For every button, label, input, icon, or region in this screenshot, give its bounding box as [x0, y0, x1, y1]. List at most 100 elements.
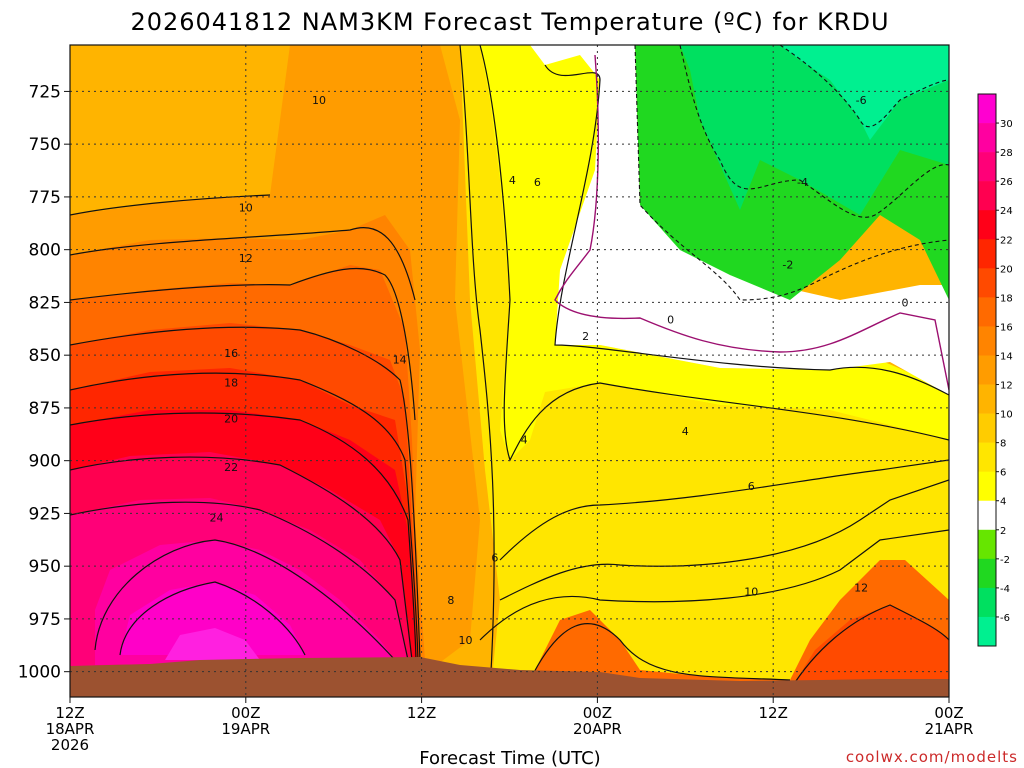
contour-line — [779, 45, 949, 128]
contour-label: 6 — [534, 176, 541, 189]
contour-line — [70, 501, 409, 661]
colorbar-label: -2 — [1000, 555, 1010, 566]
colorbar-label: -4 — [1000, 584, 1010, 595]
band-4-6 — [460, 45, 949, 697]
contour-label: -4 — [797, 176, 808, 189]
colorbar-swatch — [978, 587, 996, 618]
band-28-30 — [165, 628, 260, 660]
contour-label: 4 — [521, 434, 528, 447]
negative-contours — [634, 45, 949, 301]
x-tick-label: 20APR — [573, 720, 622, 738]
colorbar-label: 28 — [1000, 148, 1013, 159]
contour-label: 22 — [224, 461, 238, 474]
contour-line — [499, 479, 949, 601]
contour-label: -6 — [856, 94, 867, 107]
colorbar-swatch — [978, 442, 996, 472]
colorbar-label: 24 — [1000, 206, 1013, 217]
contour-line — [94, 539, 396, 661]
colorbar-label: -6 — [1000, 613, 1010, 624]
y-tick-label: 750 — [29, 135, 61, 155]
x-tick-label: 00Z — [231, 704, 260, 722]
contour-label: 6 — [748, 480, 755, 493]
contour-label: 8 — [447, 594, 454, 607]
contour-line — [70, 267, 416, 421]
x-tick-label: 00Z — [583, 704, 612, 722]
x-tick-label: 12Z — [55, 704, 84, 722]
contour-label: 10 — [744, 585, 758, 598]
colorbar-swatch — [978, 500, 996, 531]
y-tick-label: 975 — [29, 610, 61, 630]
contour-line — [119, 581, 306, 656]
colorbar-swatch — [978, 123, 996, 153]
contour-label: 12 — [854, 581, 868, 594]
colorbar-swatch — [978, 210, 996, 240]
band-neg6-neg4 — [780, 45, 949, 140]
contour-label: 10 — [312, 94, 326, 107]
x-tick-label: 21APR — [925, 720, 974, 738]
colorbar-swatch — [978, 355, 996, 385]
colorbar-swatch — [978, 268, 996, 298]
y-tick-label: 800 — [29, 241, 61, 261]
y-tick-label: 850 — [29, 346, 61, 366]
contour-label: 2 — [582, 330, 589, 343]
y-tick-label: 900 — [29, 452, 61, 472]
colorbar-swatch — [978, 471, 996, 502]
colorbar-label: 14 — [1000, 351, 1013, 362]
plot-frame — [69, 44, 950, 698]
y-axis: 725 750 775 800 825 850 875 900 925 950 975 1000 — [18, 82, 70, 683]
colorbar-swatch — [978, 529, 996, 560]
contour-line — [70, 194, 271, 216]
band-14-16-right — [790, 605, 949, 697]
colorbar-swatch — [978, 297, 996, 327]
y-tick-label: 950 — [29, 557, 61, 577]
colorbar-swatch — [978, 558, 996, 589]
contour-label: 4 — [509, 174, 516, 187]
contour-label: 18 — [224, 377, 238, 390]
colorbar-label: 26 — [1000, 177, 1013, 188]
chart-title: 2026041812 NAM3KM Forecast Temperature (… — [130, 8, 889, 36]
colorbar-swatch — [978, 413, 996, 443]
contour-label: 20 — [224, 412, 238, 425]
band-0-2 — [530, 45, 949, 395]
contour-line — [70, 456, 413, 661]
contour-line — [459, 45, 495, 691]
colorbar-label: 22 — [1000, 235, 1013, 246]
colorbar-swatch — [978, 181, 996, 211]
x-tick-label: 2026 — [51, 736, 89, 754]
plot-area — [70, 45, 949, 697]
y-tick-label: 925 — [29, 504, 61, 524]
colorbar-label: 6 — [1000, 468, 1006, 479]
contour-label: 12 — [239, 252, 253, 265]
y-tick-label: 1000 — [18, 663, 61, 683]
y-tick-label: 875 — [29, 399, 61, 419]
contour-line — [789, 604, 949, 691]
colorbar-label: 2 — [1000, 526, 1006, 537]
contour-line — [479, 45, 949, 462]
grid-lines — [70, 45, 949, 697]
contour-label: 16 — [224, 347, 238, 360]
x-tick-label: 12Z — [407, 704, 436, 722]
x-tick-label: 12Z — [759, 704, 788, 722]
colorbar: 30 28 26 24 22 20 18 16 14 12 10 8 6 4 2 -2 -4 -6 — [977, 93, 1013, 647]
colorbar-frame — [977, 93, 997, 647]
y-tick-label: 725 — [29, 82, 61, 102]
contour-label: 10 — [459, 634, 473, 647]
contour-line — [554, 54, 949, 391]
contour-line — [70, 372, 419, 661]
colorbar-label: 30 — [1000, 119, 1013, 130]
x-tick-label: 00Z — [934, 704, 963, 722]
contour-line — [70, 326, 421, 661]
contour-label: 0 — [902, 296, 909, 309]
colorbar-label: 4 — [1000, 497, 1006, 508]
colorbar-swatch — [978, 152, 996, 182]
credit-text: coolwx.com/modelts — [846, 748, 1018, 766]
zero-contour — [554, 54, 949, 391]
colorbar-label: 8 — [1000, 439, 1006, 450]
contour-label: 24 — [210, 512, 224, 525]
y-tick-label: 825 — [29, 293, 61, 313]
contour-label: 14 — [393, 353, 407, 366]
contour-lines — [70, 45, 949, 691]
contour-label: 6 — [491, 552, 498, 565]
